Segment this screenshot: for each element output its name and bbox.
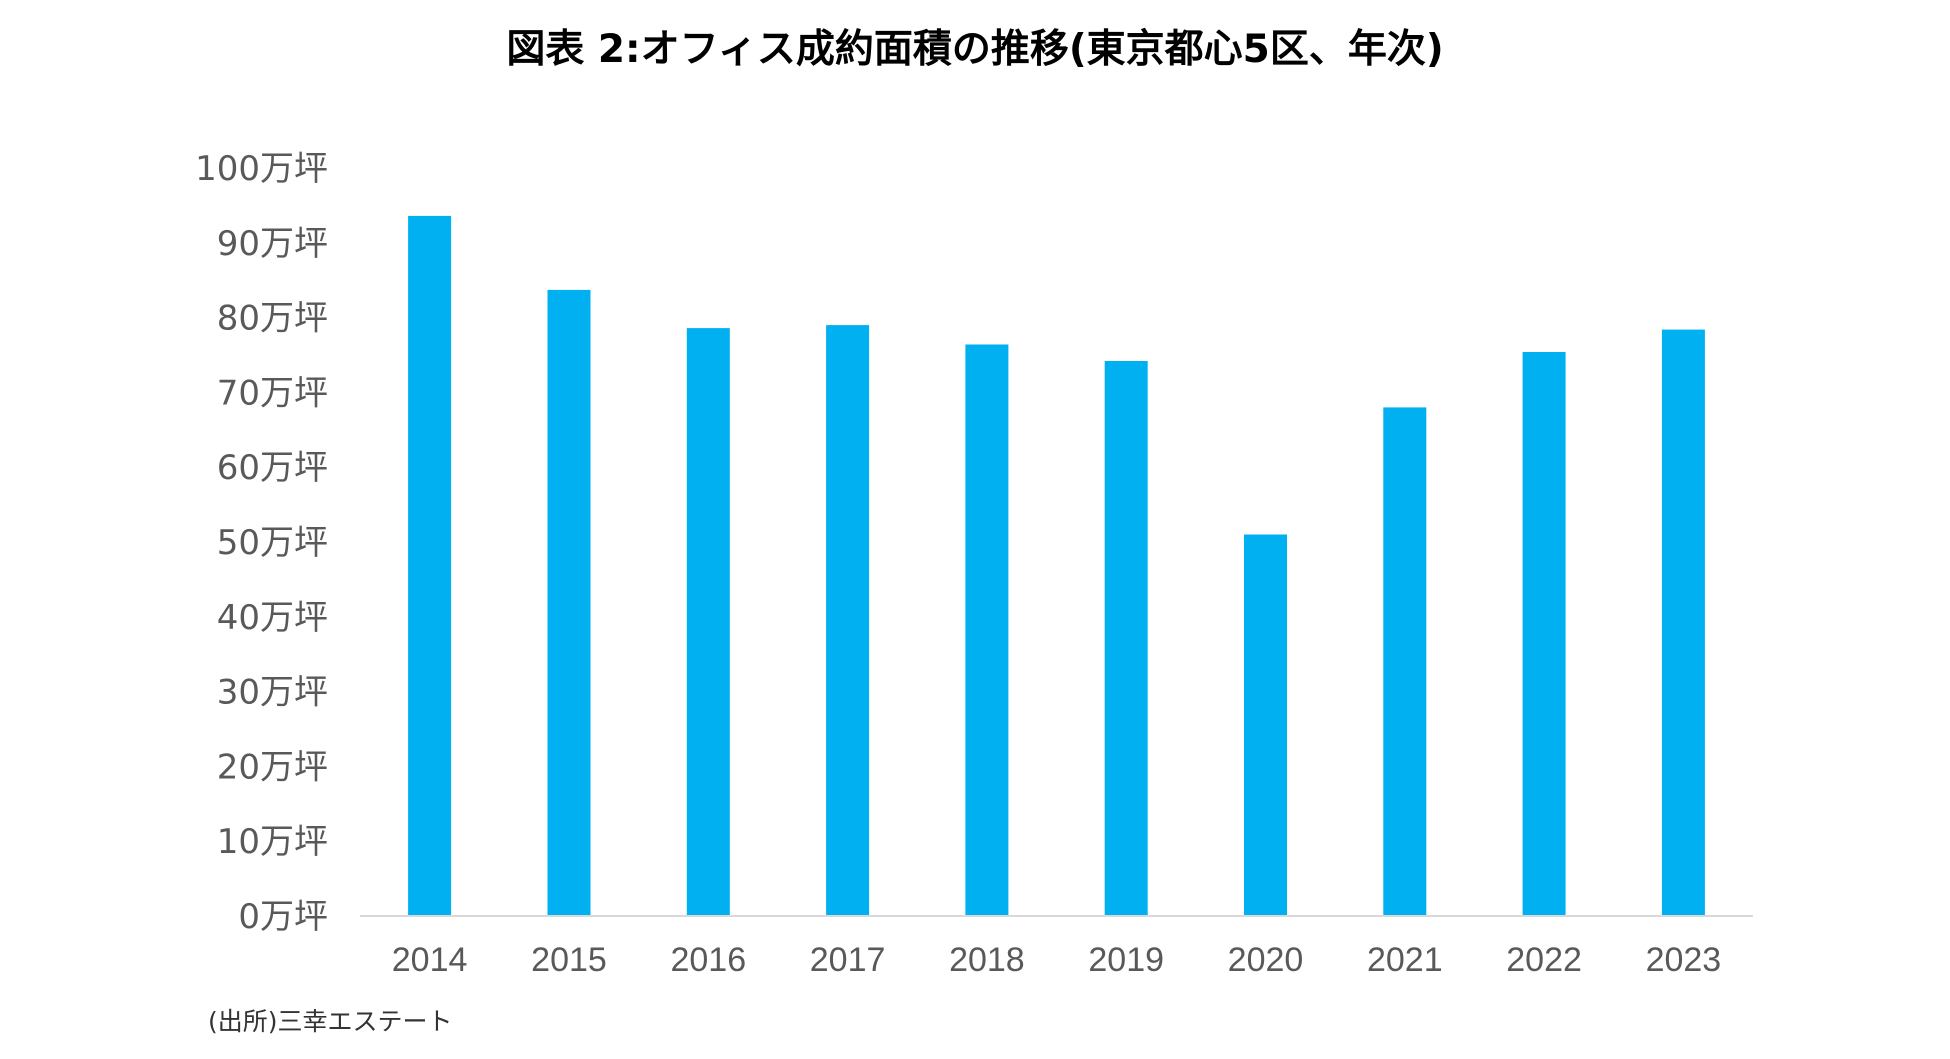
y-tick-label: 60万坪 [217,448,328,488]
bar-2019 [1104,361,1148,916]
bar-2014 [408,215,452,916]
x-tick-label: 2020 [1228,941,1304,979]
x-tick-label: 2022 [1506,941,1582,979]
y-axis-tick-labels: 0万坪 10万坪 20万坪 30万坪 40万坪 50万坪 60万坪 70万坪 80万坪 90万坪 1… [195,149,328,937]
x-axis-tick-labels: 2014 2015 2016 2017 2018 2019 2020 2021 2022 2023 [392,941,1721,979]
y-tick-label: 50万坪 [217,523,328,563]
bar-2017 [826,325,870,917]
bar-2023 [1661,329,1705,917]
x-tick-label: 2023 [1646,941,1722,979]
x-tick-label: 2014 [392,941,468,979]
bar-2020 [1244,534,1287,916]
y-tick-label: 20万坪 [217,747,328,787]
y-tick-label: 10万坪 [217,822,328,862]
x-tick-label: 2016 [670,941,746,979]
bar-series [408,215,1705,917]
y-tick-label: 70万坪 [217,373,328,413]
source-note: (出所)三幸エステート [208,1007,453,1036]
y-tick-label: 40万坪 [217,598,328,638]
x-tick-label: 2018 [949,941,1025,979]
bar-2015 [547,289,591,916]
y-tick-label: 0万坪 [238,897,328,937]
bar-2018 [965,344,1009,916]
y-tick-label: 30万坪 [217,673,328,713]
y-tick-label: 90万坪 [217,224,328,264]
chart-title: 図表 2:オフィス成約面積の推移(東京都心5区、年次) [506,27,1444,72]
bar-2022 [1522,352,1566,916]
x-tick-label: 2015 [531,941,607,979]
bar-2016 [686,328,730,917]
bar-2021 [1383,407,1427,916]
x-tick-label: 2017 [810,941,886,979]
y-tick-label: 100万坪 [195,149,328,189]
x-tick-label: 2019 [1088,941,1164,979]
x-tick-label: 2021 [1367,941,1443,979]
y-tick-label: 80万坪 [217,299,328,339]
